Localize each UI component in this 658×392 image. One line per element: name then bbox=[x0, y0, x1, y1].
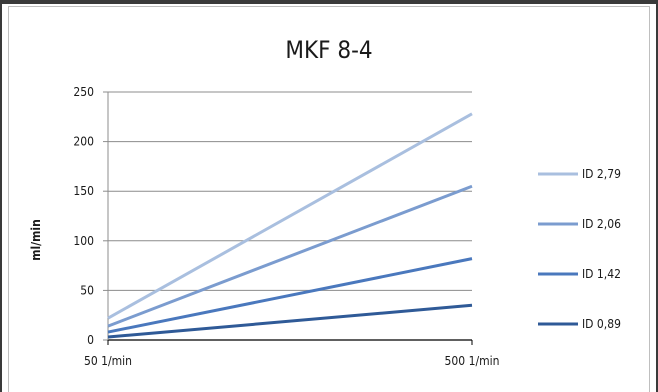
top-border bbox=[2, 0, 656, 4]
series-line-2 bbox=[107, 184, 473, 328]
y-axis-label: ml/min bbox=[29, 219, 43, 261]
legend-label: ID 1,42 bbox=[582, 267, 621, 281]
x-tick-labels: 50 1/min 500 1/min bbox=[84, 340, 499, 368]
legend-label: ID 2,79 bbox=[582, 167, 621, 181]
chart-area-border bbox=[8, 6, 650, 392]
legend: ID 2,79 ID 2,06 ID 1,42 ID 0,89 bbox=[538, 167, 621, 331]
y-tick-label: 100 bbox=[73, 234, 94, 248]
y-tick-labels: 0 50 100 150 200 250 bbox=[73, 85, 94, 347]
legend-label: ID 0,89 bbox=[582, 317, 621, 331]
legend-label: ID 2,06 bbox=[582, 217, 621, 231]
chart-title: MKF 8-4 bbox=[285, 36, 372, 64]
y-tick-label: 50 bbox=[80, 283, 94, 297]
grid-lines bbox=[103, 91, 472, 341]
x-tick-label: 50 1/min bbox=[84, 354, 132, 368]
x-tick-label: 500 1/min bbox=[445, 354, 500, 368]
series-lines bbox=[107, 112, 473, 339]
y-tick-label: 0 bbox=[87, 333, 94, 347]
series-line-3 bbox=[107, 257, 473, 334]
series-line-1 bbox=[107, 112, 473, 320]
y-tick-label: 150 bbox=[73, 184, 94, 198]
y-tick-label: 200 bbox=[73, 135, 94, 149]
y-tick-label: 250 bbox=[73, 85, 94, 99]
series-line-4 bbox=[107, 303, 473, 339]
